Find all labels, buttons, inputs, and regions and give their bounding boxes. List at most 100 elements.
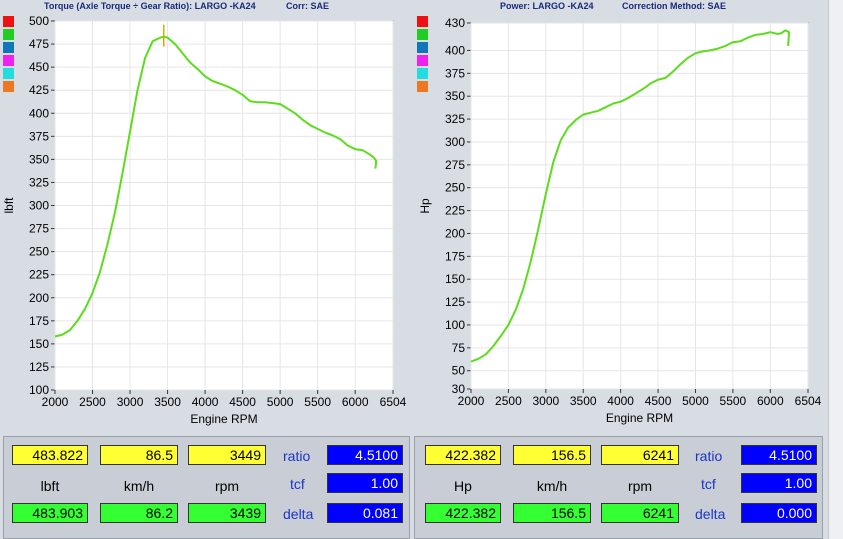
power-xtick-label: 5500 [720,394,747,408]
torque-xtick-label: 4000 [192,395,219,409]
ratio-label: ratio [695,448,723,464]
power-ytick-label: 75 [452,341,466,355]
torque-xtick-label: 2000 [42,395,69,409]
torque-ytick-label: 350 [29,152,49,166]
torque-ytick-label: 275 [29,222,49,236]
series-color-magenta[interactable] [417,55,428,66]
torque-ytick-label: 425 [29,83,49,97]
delta-value: 0.081 [327,503,403,523]
torque-value-top: 483.822 [12,445,88,465]
series-color-red[interactable] [3,16,14,27]
torque-ytick-label: 375 [29,129,49,143]
power-ytick-label: 250 [445,181,465,195]
speed-value-bottom: 86.2 [100,503,178,523]
series-color-green[interactable] [417,29,428,40]
speed-value-top: 86.5 [100,445,178,465]
series-color-orange[interactable] [417,81,428,92]
ratio-value: 4.5100 [741,445,817,465]
torque-ytick-label: 100 [29,383,49,397]
torque-xtick-label: 5500 [304,395,331,409]
delta-label: delta [283,506,314,522]
power-panel: Power: LARGO -KA24 Correction Method: SA… [414,0,828,434]
power-chart-title: Power: LARGO -KA24 [500,1,594,11]
ratio-value: 4.5100 [327,445,403,465]
power-xtick-label: 2000 [458,394,485,408]
power-xtick-label: 3500 [570,394,597,408]
power-ytick-label: 100 [445,318,465,332]
power-xtick-label: 5000 [682,394,709,408]
rpm-value-bottom: 3439 [188,503,266,523]
torque-unit: lbft [40,478,60,494]
torque-ytick-label: 500 [29,14,49,28]
torque-ytick-label: 125 [29,360,49,374]
power-chart[interactable]: 30 50 75 100 125 150 175 200 225 250 275 300 325 350 3… [414,0,828,434]
series-color-cyan[interactable] [3,68,14,79]
rpm-value-top: 3449 [188,445,266,465]
tcf-value: 1.00 [327,473,403,493]
rpm-value-bottom: 6241 [601,503,679,523]
torque-title-bar: Torque (Axle Torque ÷ Gear Ratio): LARGO… [0,0,412,12]
torque-ytick-label: 175 [29,314,49,328]
torque-panel: Torque (Axle Torque ÷ Gear Ratio): LARGO… [0,0,412,434]
power-ytick-label: 325 [445,112,465,126]
power-xtick-label: 2500 [495,394,522,408]
speed-unit: km/h [123,478,155,494]
torque-ytick-label: 450 [29,60,49,74]
torque-x-axis-title: Engine RPM [190,412,257,426]
power-xtick-label: 6504 [795,394,822,408]
ratio-label: ratio [283,448,311,464]
torque-y-axis-title: lbft [2,197,16,214]
power-ytick-label: 300 [445,135,465,149]
power-ytick-label: 400 [445,43,465,57]
torque-ytick-label: 250 [29,245,49,259]
speed-value-bottom: 156.5 [513,503,591,523]
power-ytick-label: 50 [452,364,466,378]
torque-ytick-label: 300 [29,199,49,213]
power-ytick-label: 175 [445,249,465,263]
series-color-magenta[interactable] [3,55,14,66]
series-color-blue[interactable] [417,42,428,53]
power-series-line [470,29,790,363]
speed-unit: km/h [536,478,568,494]
power-ytick-label: 225 [445,204,465,218]
torque-ytick-label: 400 [29,106,49,120]
power-readout: 422.382 156.5 6241 ratio 4.5100 Hp km/h … [414,436,823,539]
torque-corr-label: Corr: SAE [286,1,330,11]
rpm-unit: rpm [214,478,240,494]
torque-ytick-label: 200 [29,291,49,305]
rpm-unit: rpm [627,478,653,494]
power-xtick-label: 4500 [645,394,672,408]
torque-readout: 483.822 86.5 3449 ratio 4.5100 lbft km/h… [3,436,410,539]
power-ytick-label: 150 [445,272,465,286]
power-xtick-label: 6000 [757,394,784,408]
torque-xtick-label: 3500 [154,395,181,409]
power-xtick-label: 4000 [607,394,634,408]
torque-xtick-label: 5000 [267,395,294,409]
power-y-axis-title: Hp [418,198,432,214]
torque-xtick-label: 6000 [342,395,369,409]
series-color-blue[interactable] [3,42,14,53]
power-ytick-label: 275 [445,158,465,172]
power-ytick-label: 350 [445,89,465,103]
torque-xtick-label: 6504 [380,395,407,409]
torque-ytick-label: 225 [29,268,49,282]
rpm-value-top: 6241 [601,445,679,465]
power-ytick-label: 125 [445,295,465,309]
power-xtick-label: 3000 [532,394,559,408]
delta-label: delta [695,506,726,522]
series-color-cyan[interactable] [417,68,428,79]
series-color-green[interactable] [3,29,14,40]
torque-xtick-label: 2500 [79,395,106,409]
torque-chart[interactable]: 100 125 150 175 200 225 250 275 300 325 350 375 400 4… [0,0,412,434]
series-color-orange[interactable] [3,81,14,92]
vertical-scrollbar[interactable] [828,0,843,539]
power-value-top: 422.382 [425,445,501,465]
tcf-label: tcf [701,476,716,492]
tcf-value: 1.00 [741,473,817,493]
power-corr-label: Correction Method: SAE [622,1,727,11]
series-color-red[interactable] [417,16,428,27]
torque-series-line [54,35,378,338]
power-ytick-label: 30 [452,382,466,396]
torque-xtick-label: 4500 [229,395,256,409]
power-ytick-label: 200 [445,226,465,240]
